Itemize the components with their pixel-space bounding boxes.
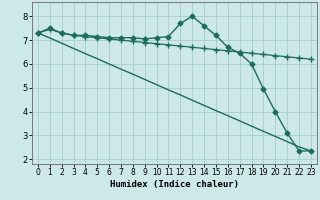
X-axis label: Humidex (Indice chaleur): Humidex (Indice chaleur) [110,180,239,189]
